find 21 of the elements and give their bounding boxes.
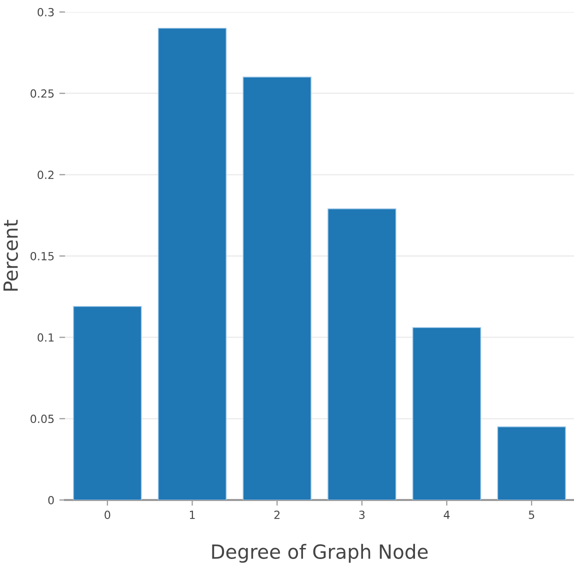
x-axis-title: Degree of Graph Node <box>212 544 428 563</box>
y-axis-title: Percent <box>4 220 18 291</box>
x-tick-label: 2 <box>274 510 280 519</box>
y-tick-label: 0.3 <box>38 8 54 16</box>
bar <box>412 327 482 500</box>
x-tick-label: 5 <box>528 510 534 520</box>
x-tick-label: 1 <box>190 510 195 519</box>
y-tick-label: 0.1 <box>38 333 54 342</box>
bar <box>497 426 566 500</box>
y-tick-label: 0 <box>48 496 54 504</box>
y-tick-label: 0.05 <box>30 414 54 424</box>
bar <box>242 76 312 500</box>
bar <box>73 306 142 500</box>
x-tick-label: 4 <box>444 510 450 519</box>
bar <box>328 208 396 500</box>
y-tick-label: 0.25 <box>30 89 54 98</box>
x-tick-label: 0 <box>104 510 110 520</box>
x-tick-label: 3 <box>359 510 365 520</box>
y-tick-label: 0.2 <box>38 170 54 180</box>
bar <box>158 28 227 500</box>
y-tick-label: 0.15 <box>30 252 54 260</box>
